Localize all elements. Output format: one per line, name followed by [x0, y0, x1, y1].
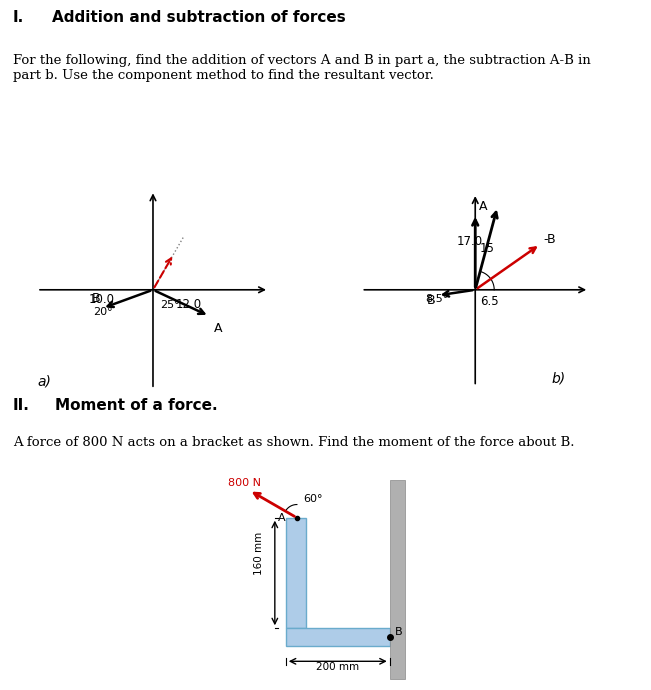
Text: A: A: [278, 513, 286, 523]
Text: 20°: 20°: [93, 306, 113, 317]
Text: 10.0: 10.0: [89, 293, 115, 306]
Text: Moment of a force.: Moment of a force.: [55, 397, 218, 413]
Text: B: B: [426, 294, 435, 307]
Text: 60°: 60°: [303, 494, 323, 504]
Bar: [286, 628, 390, 646]
Text: 6.5: 6.5: [480, 295, 499, 308]
Bar: [286, 518, 306, 628]
Text: Addition and subtraction of forces: Addition and subtraction of forces: [52, 10, 346, 25]
Text: 15: 15: [479, 242, 494, 255]
Text: B: B: [395, 627, 403, 637]
Text: For the following, find the addition of vectors A and B in part a, the subtracti: For the following, find the addition of …: [13, 54, 590, 82]
Text: 12.0: 12.0: [176, 299, 202, 311]
Text: 800 N: 800 N: [229, 477, 261, 488]
Text: B: B: [92, 292, 100, 305]
Text: A: A: [214, 322, 222, 335]
Text: 200 mm: 200 mm: [316, 662, 359, 672]
Text: A force of 800 N acts on a bracket as shown. Find the moment of the force about : A force of 800 N acts on a bracket as sh…: [13, 436, 575, 449]
Text: II.: II.: [13, 397, 30, 413]
Text: a): a): [37, 374, 51, 388]
Text: 17.0: 17.0: [456, 235, 482, 248]
Bar: [390, 480, 405, 679]
Text: I.: I.: [13, 10, 24, 25]
Text: A: A: [478, 201, 487, 213]
Text: 8.5°: 8.5°: [425, 294, 449, 304]
Text: 25°: 25°: [160, 300, 180, 310]
Text: 160 mm: 160 mm: [255, 532, 264, 575]
Text: -B: -B: [544, 233, 557, 246]
Text: b): b): [551, 372, 565, 386]
